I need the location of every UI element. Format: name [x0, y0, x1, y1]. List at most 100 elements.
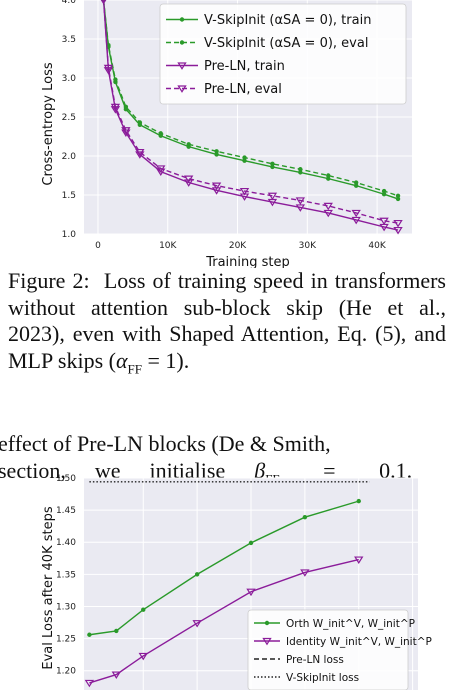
data-point: [141, 607, 146, 612]
series-group: [84, 481, 370, 688]
data-point: [295, 204, 306, 212]
data-point: [183, 175, 194, 183]
data-point: [138, 652, 148, 661]
x-axis-label: Training step: [205, 255, 290, 268]
data-point: [326, 176, 331, 181]
data-point: [302, 514, 308, 520]
legend-label: Orth W_init^V, W_init^P: [286, 618, 415, 630]
data-point: [183, 179, 194, 187]
data-point: [239, 187, 250, 196]
y-tick-label: 3.5: [62, 35, 76, 45]
data-point: [121, 127, 131, 135]
y-tick-label: 4.0: [62, 0, 77, 6]
data-point: [242, 158, 247, 163]
y-tick-label: 1.20: [56, 667, 76, 677]
y-axis-label: Cross-entropy Loss: [41, 62, 56, 185]
y-tick-label: 1.30: [56, 602, 76, 612]
data-point: [192, 620, 202, 628]
data-point: [353, 183, 359, 188]
data-point: [87, 632, 92, 637]
series-line: [89, 558, 359, 684]
data-point: [158, 131, 163, 136]
series-group: [100, 0, 403, 235]
data-point: [267, 192, 278, 201]
legend-label: V-SkipInit loss: [286, 672, 359, 684]
legend-marker: [177, 62, 187, 70]
data-point: [214, 152, 219, 157]
data-point: [381, 188, 387, 194]
x-tick-label: 20K: [229, 241, 247, 251]
data-point: [211, 182, 222, 191]
data-point: [298, 170, 303, 175]
data-point: [110, 103, 121, 112]
data-point: [393, 219, 403, 228]
data-point: [84, 679, 95, 688]
data-point: [246, 588, 256, 597]
legend-marker: [177, 85, 187, 93]
data-point: [135, 148, 145, 157]
y-tick-label: 1.35: [56, 570, 76, 580]
x-tick-label: 30K: [299, 241, 317, 251]
data-point: [351, 209, 361, 218]
data-point: [393, 226, 403, 235]
y-tick-label: 2.5: [62, 113, 76, 123]
legend-marker: [262, 637, 272, 646]
data-point: [395, 193, 401, 198]
data-point: [111, 671, 122, 679]
data-point: [248, 540, 254, 546]
data-point: [242, 155, 247, 160]
tick-labels: 1.0 1.5 2.0 2.5 3.0 3.5 4.0 0 10K 20K 30K 40K: [62, 0, 387, 251]
data-point: [113, 77, 118, 82]
legend-label: V-SkipInit (αSA = 0), eval: [204, 36, 368, 51]
data-point: [395, 196, 401, 202]
body-line-1: effect of Pre-LN blocks (De & Smith,: [0, 431, 331, 456]
data-point: [356, 498, 361, 504]
data-point: [156, 165, 166, 173]
legend-box: [247, 609, 409, 690]
data-point: [381, 192, 387, 197]
data-point: [354, 556, 364, 564]
legend-marker: [179, 40, 185, 45]
data-point: [214, 149, 219, 154]
y-tick-label: 3.0: [62, 74, 77, 84]
data-point: [135, 151, 145, 159]
series-line: [102, 0, 399, 231]
legend-marker: [264, 620, 270, 626]
y-tick-label: 2.0: [62, 152, 77, 162]
series-lines: [100, 0, 403, 235]
chart-training-loss: 1.0 1.5 2.0 2.5 3.0 3.5 4.0 0 10K 20K 30K 40K Train…: [41, 0, 412, 268]
y-axis-label: Eval Loss after 40K steps: [41, 506, 56, 669]
series-line: [102, 0, 399, 224]
chart-eval-loss: 1.20 1.25 1.30 1.35 1.40 1.45 1.50 Eval Loss a…: [41, 474, 432, 690]
legend-label: Pre-LN, eval: [204, 82, 282, 97]
data-point: [323, 209, 333, 218]
legend: Orth W_init^V, W_init^P Identity W_init^V…: [247, 609, 432, 690]
x-tick-label: 40K: [368, 241, 386, 251]
data-point: [298, 167, 303, 172]
data-point: [270, 164, 275, 170]
y-tick-label: 1.0: [62, 230, 77, 240]
data-point: [323, 202, 333, 211]
data-point: [326, 173, 331, 178]
data-point: [379, 217, 389, 226]
legend-label: Identity W_init^V, W_init^P: [286, 636, 432, 648]
series-lines: [84, 481, 370, 688]
data-point: [114, 628, 119, 634]
data-point: [100, 0, 107, 5]
legend: V-SkipInit (αSA = 0), train V-SkipInit (α…: [159, 3, 407, 105]
data-point: [103, 64, 114, 73]
data-point: [137, 120, 143, 125]
figure-caption: Figure 2: Loss of training speed in tran…: [8, 268, 446, 376]
data-point: [295, 197, 306, 205]
data-point: [351, 216, 361, 225]
y-tick-label: 1.50: [56, 474, 76, 484]
legend-box: [159, 3, 407, 105]
data-point: [353, 180, 359, 185]
legend-label: V-SkipInit (αSA = 0), train: [204, 13, 371, 28]
y-tick-label: 1.5: [62, 191, 76, 201]
data-point: [300, 569, 310, 577]
y-tick-label: 1.25: [56, 635, 76, 645]
data-point: [194, 572, 200, 577]
x-tick-label: 0: [95, 241, 101, 251]
